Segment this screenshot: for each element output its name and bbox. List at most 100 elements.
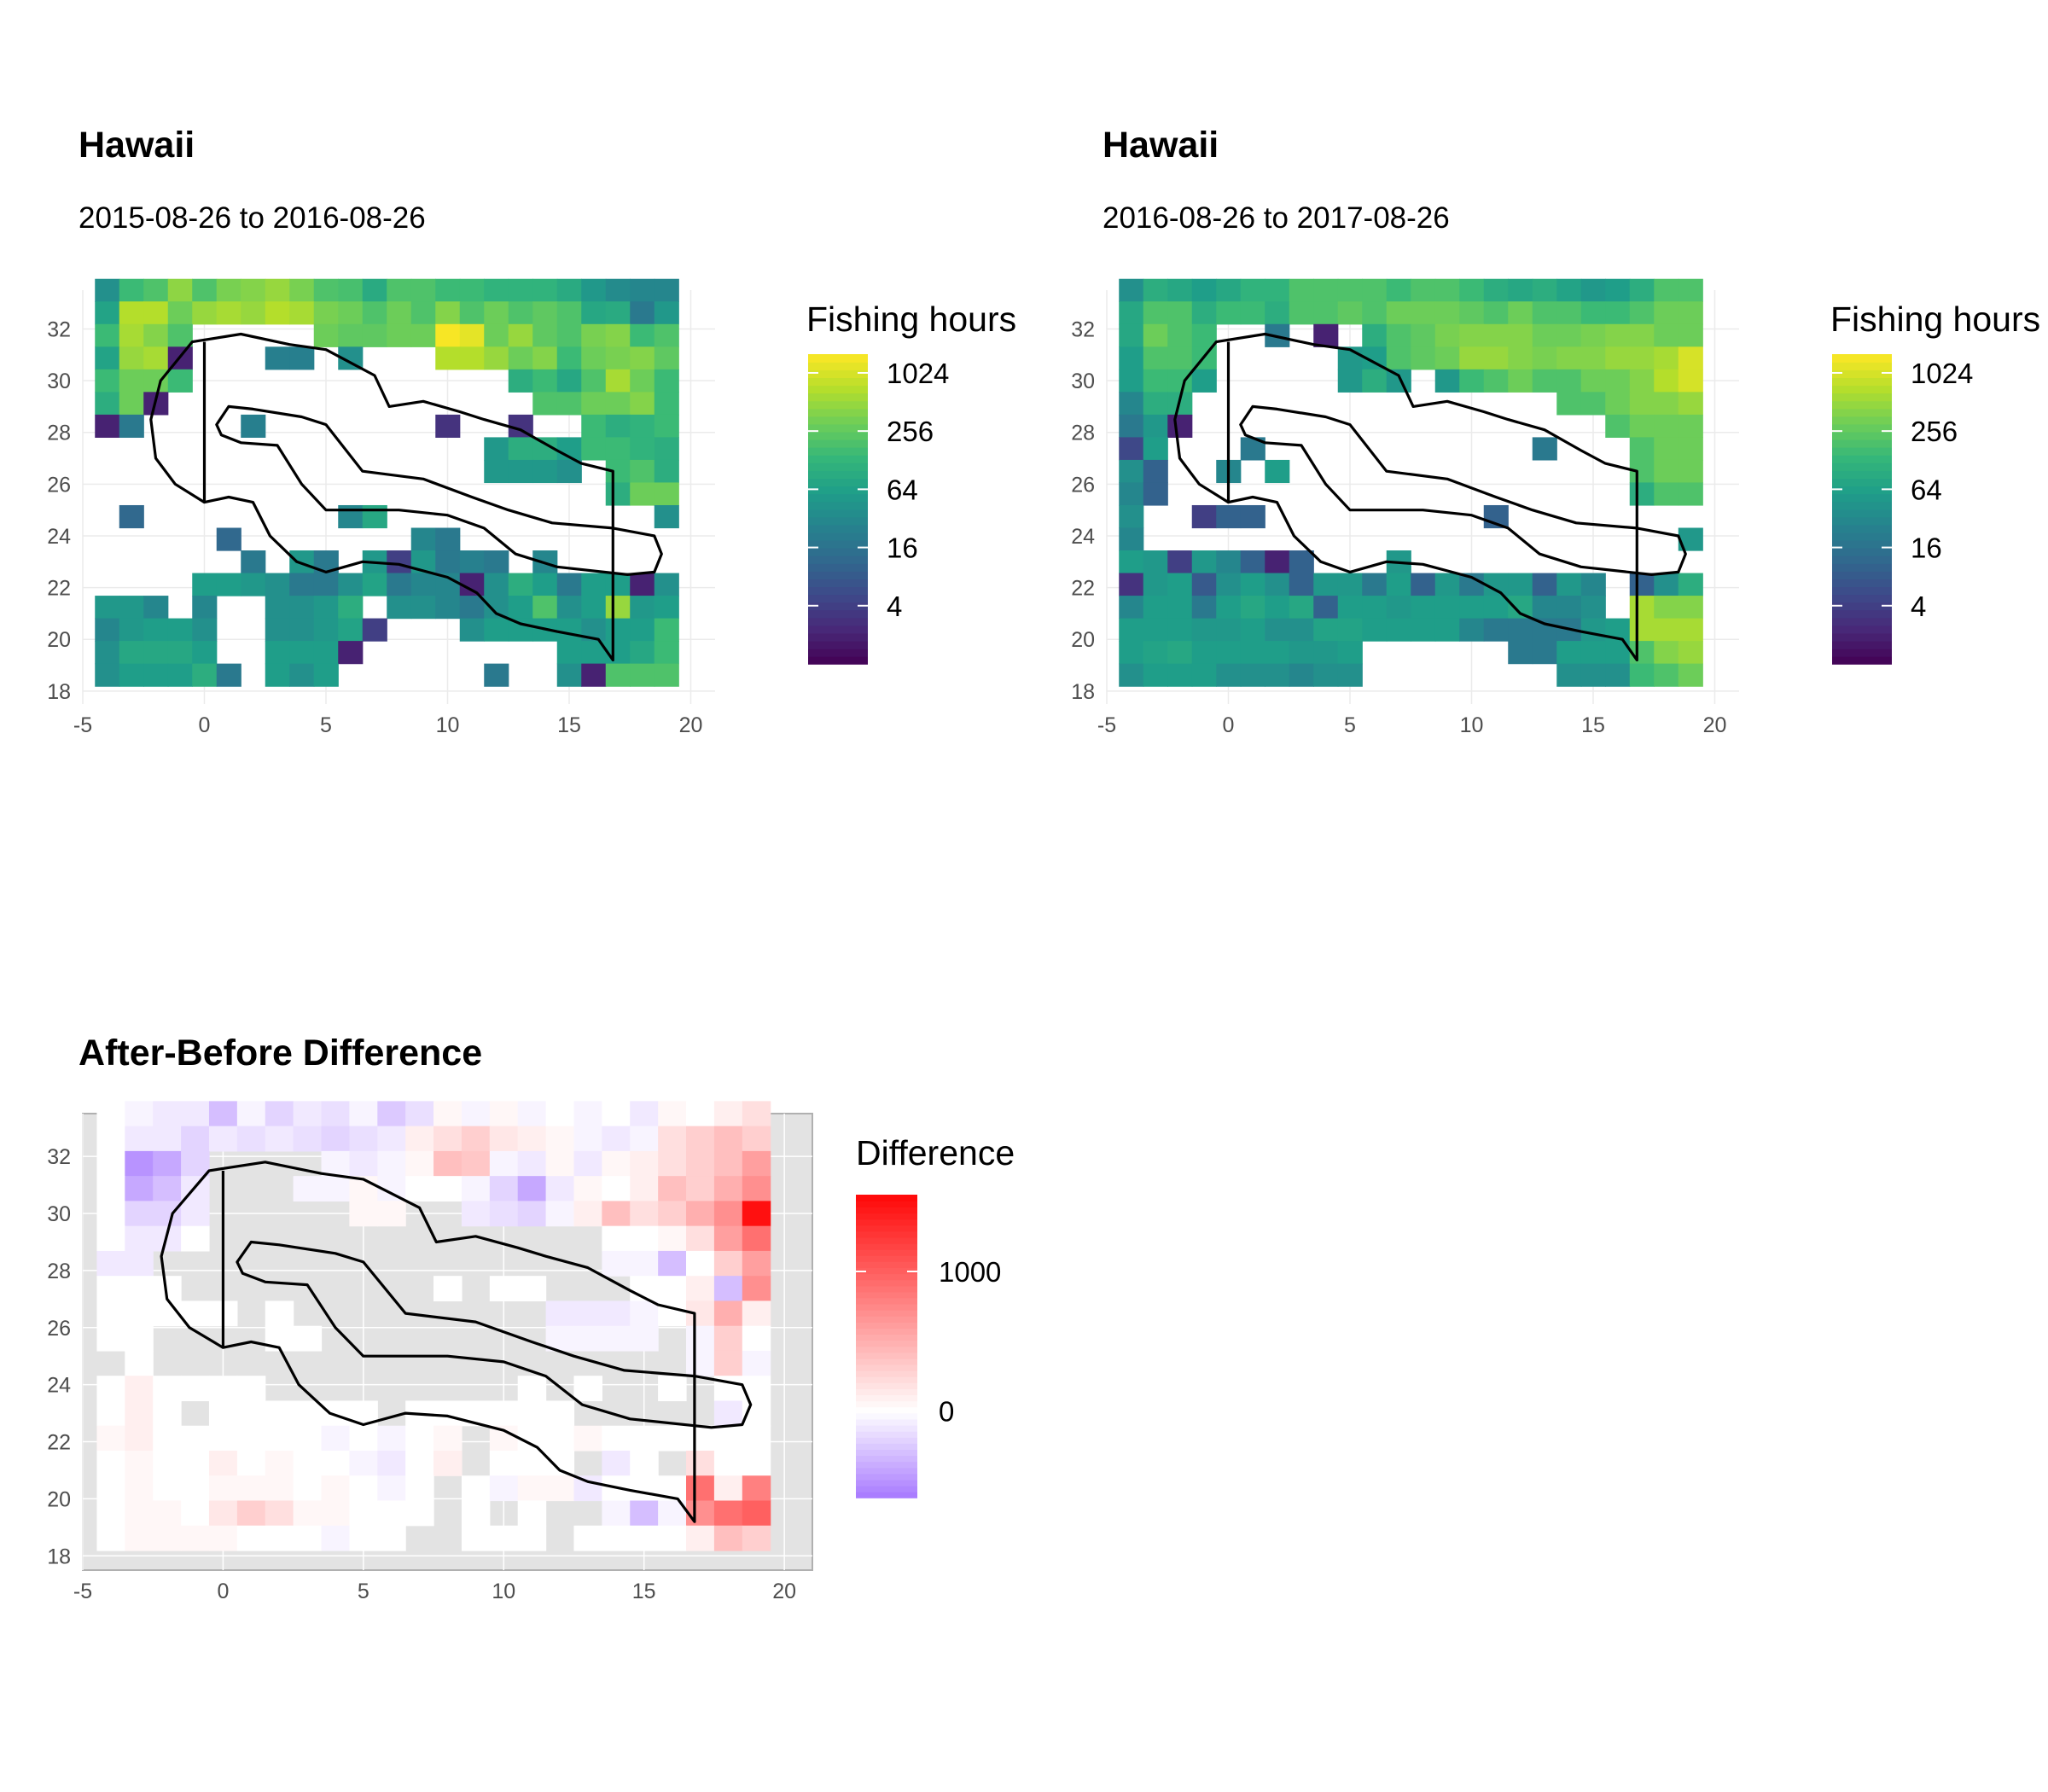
heatmap-cell <box>1216 641 1242 665</box>
heatmap-cell <box>1386 596 1411 620</box>
heatmap-cell <box>713 1300 743 1327</box>
heatmap-cell <box>1216 301 1242 325</box>
heatmap-cell <box>289 550 315 574</box>
legend-swatch <box>1832 563 1892 572</box>
legend-swatch <box>856 1394 917 1402</box>
heatmap-cell <box>1411 301 1436 325</box>
heatmap-cell <box>532 301 558 325</box>
heatmap-cell <box>338 641 364 665</box>
legend-tick-label: 1024 <box>887 358 949 389</box>
y-tick-label: 30 <box>47 369 71 393</box>
heatmap-cell <box>1143 663 1168 687</box>
heatmap-cell <box>1629 414 1655 439</box>
heatmap-cell <box>1654 278 1679 302</box>
heatmap-cell <box>713 1201 743 1227</box>
heatmap-cell <box>338 301 364 325</box>
heatmap-cell <box>1313 278 1339 302</box>
legend-swatch <box>1832 509 1892 518</box>
heatmap-cell <box>686 1101 715 1127</box>
heatmap-cell <box>433 1425 463 1452</box>
heatmap-cell <box>313 573 339 596</box>
heatmap-cell <box>1143 346 1168 370</box>
heatmap-cell <box>289 573 315 596</box>
legend-swatch <box>856 1242 917 1250</box>
legend-swatch <box>1832 439 1892 448</box>
heatmap-cell <box>1483 596 1509 620</box>
heatmap-cell <box>1143 437 1168 461</box>
heatmap-cell <box>545 1400 575 1427</box>
heatmap-cell <box>459 618 485 642</box>
x-tick-label: 10 <box>436 713 460 737</box>
legend-swatch <box>856 1455 917 1463</box>
legend-tick-label: 4 <box>1911 591 1926 622</box>
heatmap-cell <box>321 1176 351 1202</box>
heatmap-cell <box>208 1400 238 1427</box>
heatmap-after: -5 0 5 10 15 20 18 20 22 24 26 28 30 32 Fishing hours 4… <box>1071 278 2040 737</box>
heatmap-cell <box>1556 323 1582 347</box>
legend-swatch <box>1832 463 1892 471</box>
legend-swatch <box>808 516 868 526</box>
heatmap-cell <box>1532 437 1557 461</box>
heatmap-cell <box>1167 323 1193 347</box>
heatmap-cell <box>1143 414 1168 439</box>
heatmap-cell <box>602 1325 631 1352</box>
heatmap-cell <box>1508 301 1533 325</box>
heatmap-cell <box>686 1150 715 1177</box>
heatmap-cell <box>1240 550 1265 574</box>
heatmap-cell <box>1411 346 1436 370</box>
legend-swatch <box>856 1334 917 1341</box>
heatmap-cell <box>1337 596 1363 620</box>
heatmap-cell <box>630 1201 659 1227</box>
heatmap-cell <box>573 1176 602 1202</box>
legend-swatch <box>808 632 868 642</box>
heatmap-cell <box>630 573 655 596</box>
heatmap-cell <box>433 1150 463 1177</box>
heatmap-cell <box>742 1225 771 1252</box>
heatmap-cell <box>167 663 193 687</box>
heatmap-cell <box>686 1500 715 1527</box>
heatmap-cell <box>1654 459 1679 484</box>
heatmap-cell <box>236 1126 266 1152</box>
heatmap-cell <box>96 1425 125 1452</box>
heatmap-cell <box>1143 301 1168 325</box>
heatmap-cell <box>556 301 582 325</box>
legend-swatch <box>808 579 868 588</box>
heatmap-cell <box>192 278 218 302</box>
heatmap-cell <box>265 1450 294 1476</box>
heatmap-cell <box>1362 596 1388 620</box>
heatmap-cell <box>1629 618 1655 642</box>
heatmap-cell <box>1605 369 1631 393</box>
heatmap-cell <box>532 573 558 596</box>
legend-swatch <box>808 655 868 665</box>
heatmap-cell <box>1240 596 1265 620</box>
heatmap-cell <box>686 1525 715 1551</box>
heatmap-cell <box>1216 596 1242 620</box>
heatmap-cell <box>293 1126 323 1152</box>
legend-title: Fishing hours <box>806 300 1016 339</box>
region-outline-inner <box>215 404 663 576</box>
heatmap-cell <box>573 1376 602 1402</box>
heatmap-cell <box>362 504 387 529</box>
legend-swatch <box>1832 539 1892 549</box>
heatmap-cell <box>654 482 679 506</box>
heatmap-cell <box>95 618 120 642</box>
legend-swatch <box>856 1219 917 1226</box>
legend-swatch <box>1832 362 1892 370</box>
heatmap-cell <box>459 346 485 370</box>
heatmap-cell <box>119 596 144 620</box>
heatmap-cell <box>95 301 120 325</box>
heatmap-cell <box>125 1475 154 1502</box>
legend-tick-label: 64 <box>1911 474 1942 505</box>
heatmap-cell <box>1629 437 1655 461</box>
legend-title: Difference <box>856 1133 1015 1172</box>
heatmap-cell <box>265 301 290 325</box>
heatmap-cell <box>602 1126 631 1152</box>
heatmap-cell <box>377 1126 406 1152</box>
heatmap-cell <box>405 1150 434 1177</box>
heatmap-cell <box>1556 301 1582 325</box>
heatmap-cell <box>489 1101 519 1127</box>
legend-swatch <box>808 369 868 379</box>
heatmap-cell <box>581 392 607 416</box>
heatmap-cell <box>532 392 558 416</box>
x-tick-label: 10 <box>1460 713 1484 737</box>
